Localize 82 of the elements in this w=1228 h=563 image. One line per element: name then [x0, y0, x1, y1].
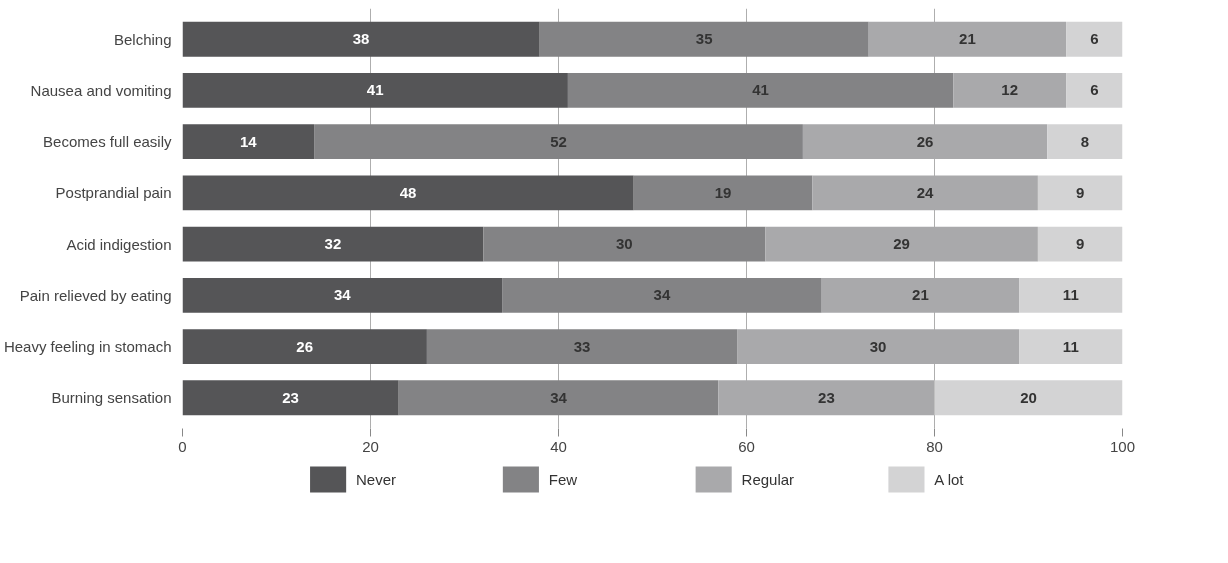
y-tick-label: Burning sensation [51, 389, 172, 407]
bar [502, 277, 822, 313]
y-tick-label: Becomes full easily [43, 133, 172, 151]
y-tick-label: Acid indigestion [66, 235, 172, 253]
data-label: 8 [1080, 132, 1090, 150]
bar [483, 226, 766, 262]
bar [1037, 175, 1123, 211]
data-label: 6 [1090, 81, 1099, 99]
data-label: 19 [714, 183, 732, 201]
bar [182, 277, 503, 313]
data-label: 48 [399, 183, 417, 201]
bar [802, 124, 1048, 160]
data-label: 34 [333, 286, 352, 304]
bar [182, 73, 568, 108]
bar [182, 175, 634, 211]
x-tick-label: 0 [178, 437, 187, 455]
data-label: 11 [1062, 286, 1079, 304]
data-label: 21 [959, 30, 976, 48]
x-tick-label: 40 [550, 437, 567, 455]
data-label: 32 [324, 235, 342, 253]
x-tick-label: 20 [362, 437, 379, 455]
data-label: 52 [550, 132, 567, 150]
data-label: 6 [1090, 30, 1099, 48]
bar [765, 226, 1038, 262]
bar [1037, 226, 1123, 262]
bar [953, 73, 1067, 108]
y-tick-label: Pain relieved by eating [19, 286, 172, 304]
bar [812, 175, 1038, 211]
data-label: 34 [653, 286, 671, 304]
data-label: 29 [893, 235, 910, 253]
bar [1019, 329, 1123, 364]
data-label: 24 [916, 183, 935, 201]
data-label: 21 [912, 286, 929, 304]
bar [868, 21, 1067, 57]
bar [1047, 124, 1123, 160]
data-label: 41 [366, 81, 384, 99]
bar [398, 380, 719, 416]
bar [426, 329, 738, 364]
data-label: 23 [282, 388, 299, 406]
bar [314, 124, 803, 160]
data-label: 34 [550, 388, 568, 406]
data-label: 30 [869, 337, 887, 355]
bar [718, 380, 935, 416]
data-label: 30 [615, 235, 633, 253]
bar [182, 380, 399, 416]
data-label: 35 [695, 30, 713, 48]
bar [567, 73, 954, 108]
bar [182, 124, 315, 160]
y-tick-label: Belching [113, 30, 172, 48]
bar [182, 329, 427, 364]
data-label: 26 [916, 132, 934, 150]
legend-label: Never [356, 471, 397, 488]
data-label: 23 [818, 388, 835, 406]
data-label: 9 [1076, 235, 1085, 253]
bar [1066, 73, 1123, 108]
legend-label: Regular [741, 471, 795, 488]
data-label: 9 [1076, 183, 1085, 201]
data-label: 20 [1020, 388, 1037, 406]
x-tick-label: 100 [1109, 437, 1136, 455]
data-label: 38 [352, 30, 370, 48]
bar [737, 329, 1020, 364]
y-tick-label: Postprandial pain [55, 184, 172, 202]
data-label: 41 [752, 81, 769, 99]
bar [182, 226, 484, 262]
legend-label: Few [548, 471, 578, 488]
y-tick-label: Heavy feeling in stomach [3, 338, 172, 356]
y-tick-label: Nausea and vomiting [30, 81, 172, 99]
bar [821, 277, 1020, 313]
data-label: 11 [1062, 337, 1079, 355]
data-label: 26 [296, 337, 314, 355]
bar [1019, 277, 1123, 313]
bar [182, 21, 540, 57]
legend-label: A lot [934, 471, 965, 488]
bar [633, 175, 813, 211]
data-label: 33 [573, 337, 591, 355]
bar [1066, 21, 1123, 57]
bar [539, 21, 869, 57]
data-label: 12 [1001, 81, 1019, 99]
x-tick-label: 60 [738, 437, 755, 455]
x-tick-label: 80 [926, 437, 943, 455]
data-label: 14 [239, 132, 258, 150]
bar [934, 380, 1123, 416]
